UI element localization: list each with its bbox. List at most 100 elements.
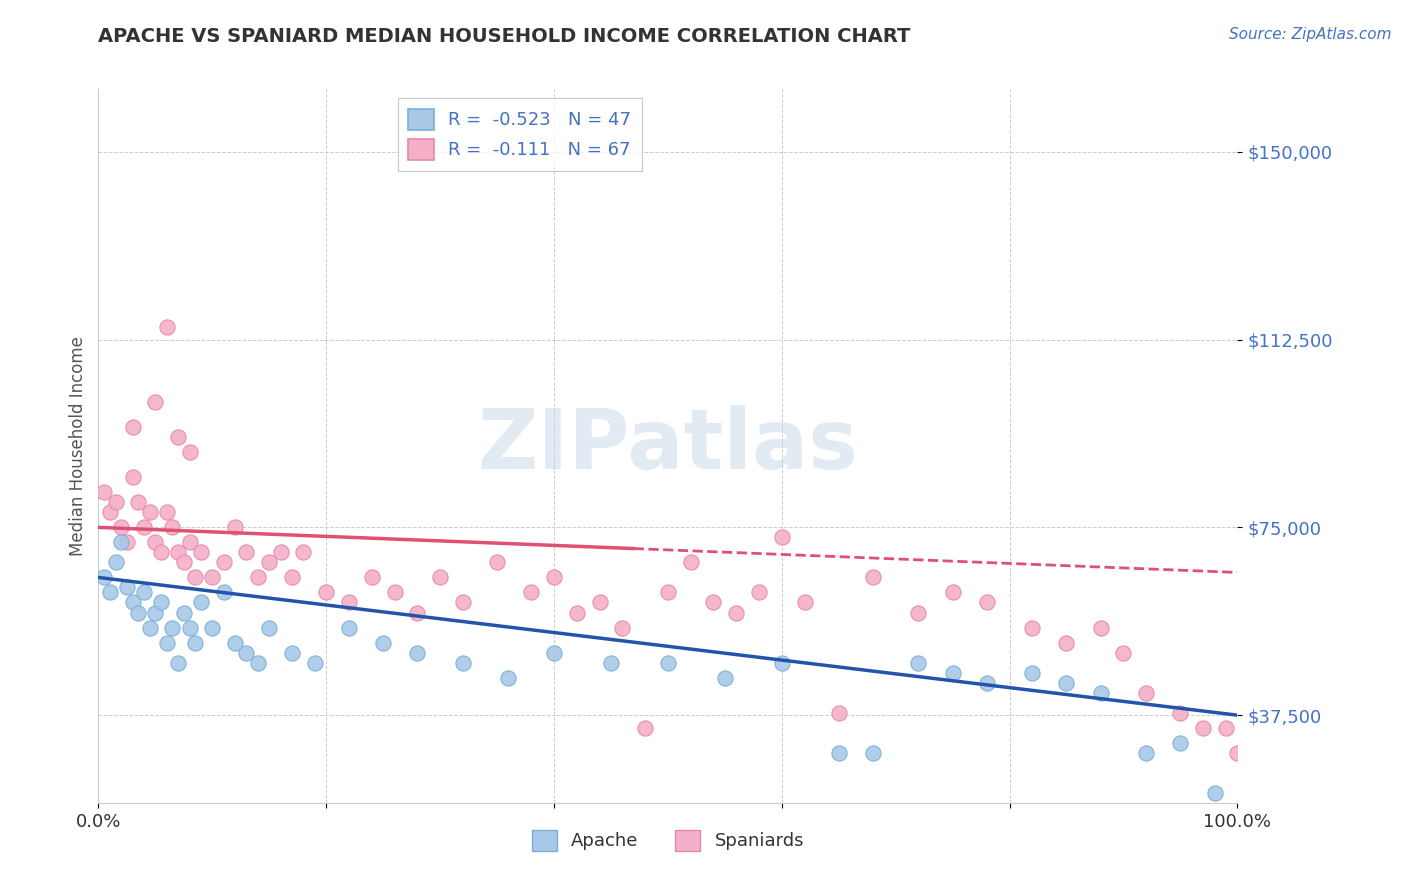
Point bbox=[657, 585, 679, 599]
Point bbox=[862, 746, 884, 760]
Point bbox=[115, 535, 138, 549]
Point bbox=[224, 635, 246, 649]
Point bbox=[1170, 736, 1192, 750]
Point bbox=[612, 621, 634, 635]
Point bbox=[156, 320, 179, 334]
Point bbox=[167, 656, 190, 670]
Point bbox=[179, 445, 201, 459]
Point bbox=[138, 505, 160, 519]
Point bbox=[429, 570, 451, 584]
Point bbox=[132, 585, 155, 599]
Point bbox=[384, 585, 406, 599]
Point bbox=[1090, 685, 1112, 699]
Point bbox=[145, 535, 167, 549]
Point bbox=[406, 606, 429, 620]
Point bbox=[702, 595, 724, 609]
Point bbox=[104, 556, 127, 570]
Point bbox=[212, 585, 235, 599]
Point bbox=[156, 635, 179, 649]
Point bbox=[315, 585, 337, 599]
Point bbox=[907, 606, 929, 620]
Point bbox=[976, 675, 998, 690]
Point bbox=[498, 671, 520, 685]
Point bbox=[1215, 721, 1237, 735]
Point bbox=[150, 595, 173, 609]
Point bbox=[162, 520, 184, 534]
Point bbox=[201, 621, 224, 635]
Point bbox=[93, 485, 115, 500]
Point bbox=[184, 570, 207, 584]
Point bbox=[600, 656, 623, 670]
Legend: Apache, Spaniards: Apache, Spaniards bbox=[524, 822, 811, 858]
Point bbox=[259, 621, 281, 635]
Point bbox=[173, 556, 195, 570]
Point bbox=[246, 570, 269, 584]
Point bbox=[281, 570, 304, 584]
Point bbox=[190, 595, 212, 609]
Point bbox=[184, 635, 207, 649]
Point bbox=[138, 621, 160, 635]
Point bbox=[167, 430, 190, 444]
Point bbox=[212, 556, 235, 570]
Point bbox=[179, 535, 201, 549]
Point bbox=[714, 671, 737, 685]
Point bbox=[127, 495, 149, 509]
Point bbox=[235, 646, 257, 660]
Point bbox=[110, 535, 132, 549]
Text: Source: ZipAtlas.com: Source: ZipAtlas.com bbox=[1229, 27, 1392, 42]
Point bbox=[1090, 621, 1112, 635]
Point bbox=[1135, 746, 1157, 760]
Point bbox=[235, 545, 257, 559]
Point bbox=[1170, 706, 1192, 720]
Point bbox=[371, 635, 394, 649]
Point bbox=[543, 646, 565, 660]
Point bbox=[173, 606, 195, 620]
Point bbox=[1112, 646, 1135, 660]
Point bbox=[121, 420, 143, 434]
Point bbox=[520, 585, 543, 599]
Point bbox=[1021, 621, 1043, 635]
Point bbox=[770, 530, 793, 544]
Point bbox=[748, 585, 770, 599]
Point bbox=[179, 621, 201, 635]
Point bbox=[1226, 746, 1249, 760]
Point bbox=[132, 520, 155, 534]
Point bbox=[543, 570, 565, 584]
Point bbox=[292, 545, 315, 559]
Point bbox=[162, 621, 184, 635]
Point bbox=[360, 570, 382, 584]
Text: APACHE VS SPANIARD MEDIAN HOUSEHOLD INCOME CORRELATION CHART: APACHE VS SPANIARD MEDIAN HOUSEHOLD INCO… bbox=[98, 27, 911, 45]
Point bbox=[150, 545, 173, 559]
Point bbox=[281, 646, 304, 660]
Point bbox=[246, 656, 269, 670]
Point bbox=[115, 581, 138, 595]
Point bbox=[167, 545, 190, 559]
Point bbox=[337, 621, 360, 635]
Point bbox=[145, 395, 167, 409]
Point bbox=[98, 585, 121, 599]
Point bbox=[942, 585, 965, 599]
Point bbox=[486, 556, 509, 570]
Point bbox=[406, 646, 429, 660]
Point bbox=[145, 606, 167, 620]
Point bbox=[98, 505, 121, 519]
Point bbox=[907, 656, 929, 670]
Point bbox=[156, 505, 179, 519]
Point bbox=[110, 520, 132, 534]
Point bbox=[793, 595, 815, 609]
Point bbox=[976, 595, 998, 609]
Point bbox=[1021, 665, 1043, 680]
Point bbox=[588, 595, 610, 609]
Text: ZIPatlas: ZIPatlas bbox=[478, 406, 858, 486]
Point bbox=[1056, 635, 1078, 649]
Point bbox=[1056, 675, 1078, 690]
Point bbox=[634, 721, 657, 735]
Point bbox=[1135, 685, 1157, 699]
Point bbox=[127, 606, 149, 620]
Point bbox=[1204, 786, 1226, 800]
Y-axis label: Median Household Income: Median Household Income bbox=[69, 336, 87, 556]
Point bbox=[770, 656, 793, 670]
Point bbox=[224, 520, 246, 534]
Point bbox=[828, 746, 851, 760]
Point bbox=[304, 656, 326, 670]
